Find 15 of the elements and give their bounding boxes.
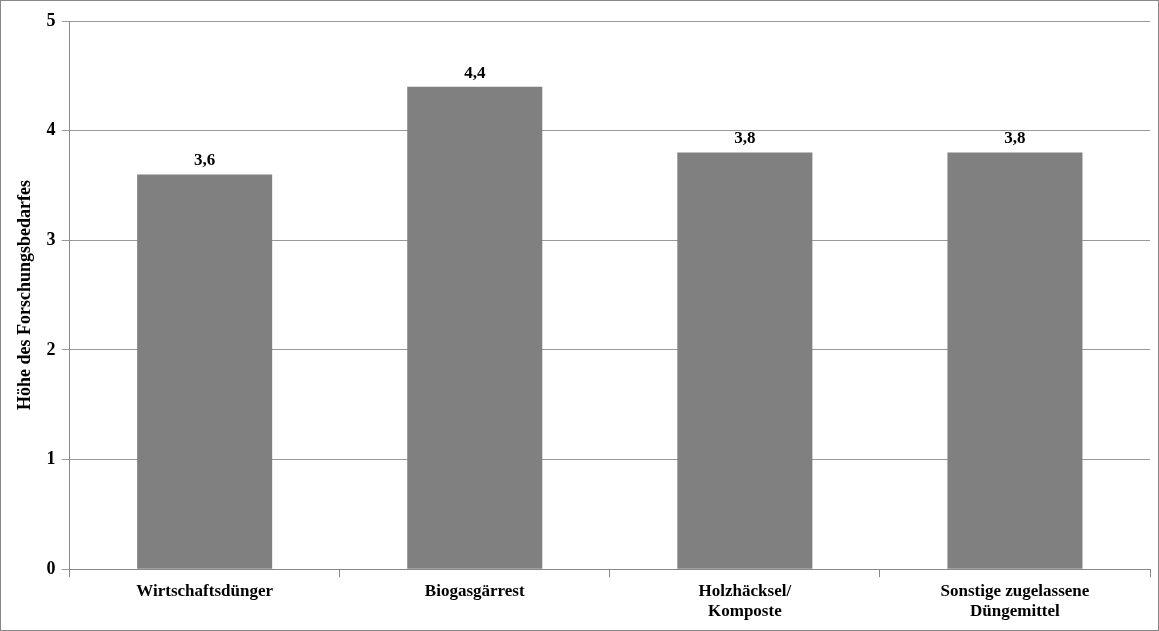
y-axis-title: Höhe des Forschungsbedarfes xyxy=(14,180,35,411)
y-tick-label: 0 xyxy=(46,557,56,578)
data-label: 3,8 xyxy=(1004,128,1026,148)
x-tick-label: Holzhäcksel/ Komposte xyxy=(698,580,792,621)
x-tick-label: Wirtschaftsdünger xyxy=(136,580,274,600)
y-tick-label: 5 xyxy=(46,9,56,30)
y-tick-label: 2 xyxy=(46,338,56,359)
y-tick-label: 4 xyxy=(46,119,56,140)
x-tick-label: Biogasgärrest xyxy=(424,580,525,600)
y-tick-label: 3 xyxy=(46,228,56,249)
data-label: 3,8 xyxy=(734,128,756,148)
data-label: 4,4 xyxy=(464,62,486,82)
x-tick-label: Sonstige zugelassene Düngemittel xyxy=(940,580,1090,621)
data-label: 3,6 xyxy=(194,150,216,170)
y-tick-label: 1 xyxy=(46,448,56,469)
